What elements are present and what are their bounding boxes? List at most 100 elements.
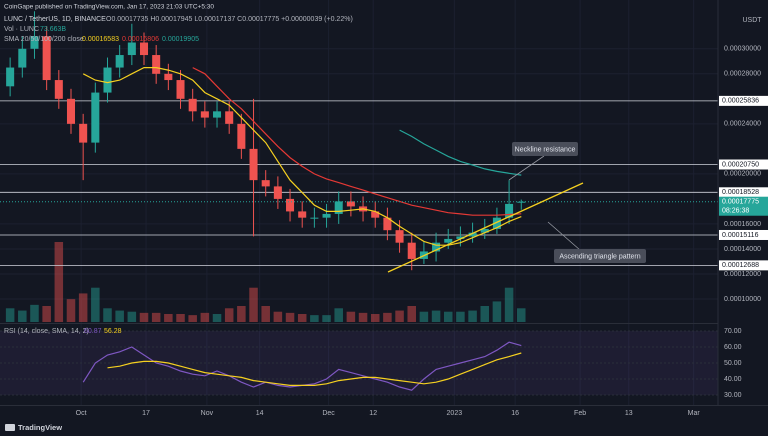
- candle-body: [432, 242, 441, 252]
- rsi-sma-value: 56.28: [104, 328, 122, 335]
- publisher: CoinGape published on TradingView.com, J…: [4, 4, 214, 11]
- x-tick-label: Feb: [574, 410, 586, 417]
- candle-body: [200, 111, 209, 118]
- candle-body: [334, 201, 343, 214]
- annotation: Ascending triangle pattern: [559, 253, 640, 260]
- price-tag-time: 08:26:38: [722, 208, 749, 215]
- y-tick-label: 0.00020000: [724, 171, 761, 178]
- volume-bar: [492, 301, 502, 322]
- volume-bar: [5, 308, 15, 322]
- rsi-value: 60.87: [84, 328, 102, 335]
- y-tick-label: 50.00: [724, 360, 742, 367]
- volume-bar: [261, 306, 270, 322]
- volume-bar: [176, 314, 185, 322]
- y-tick-label: 0.00028000: [724, 71, 761, 78]
- volume-bar: [443, 311, 453, 322]
- ma-legend-value: 0.00019905: [162, 36, 199, 43]
- annotation-arrow: [508, 155, 545, 181]
- level-label: 0.00015116: [722, 232, 759, 239]
- rsi-band: [0, 331, 718, 395]
- candle-body: [6, 67, 15, 87]
- volume-bar: [285, 312, 295, 322]
- annotation: Neckline resistance: [515, 146, 576, 153]
- moving-average: [192, 67, 522, 216]
- price-tag: [719, 196, 768, 216]
- level-tag: [719, 260, 768, 271]
- level-tag: [719, 187, 768, 198]
- plot-area: [0, 0, 718, 405]
- volume-bar: [91, 287, 100, 322]
- candle-body: [310, 217, 319, 219]
- volume-bar: [139, 312, 149, 322]
- volume-bar: [18, 310, 27, 322]
- price-tag-value: 0.00017775: [722, 199, 759, 206]
- x-tick-label: Mar: [688, 410, 701, 417]
- candle-body: [139, 42, 149, 56]
- candle-body: [249, 148, 258, 181]
- volume-bar: [188, 315, 197, 322]
- volume-bar: [78, 293, 88, 322]
- volume-bar: [30, 304, 39, 322]
- volume-bar: [395, 310, 404, 322]
- x-tick-label: 2023: [447, 410, 463, 417]
- volume-bar: [480, 306, 490, 322]
- rsi-title: RSI (14, close, SMA, 14, 2): [4, 328, 89, 335]
- volume-bar: [468, 310, 477, 322]
- rsi-line: [107, 352, 522, 386]
- volume-bar: [212, 314, 222, 322]
- annotation-box: [554, 249, 646, 263]
- y-tick-label: 0.00012000: [724, 271, 761, 278]
- candle-body: [322, 213, 331, 218]
- candle-body: [103, 67, 112, 93]
- volume-bar: [249, 287, 258, 322]
- volume-bar: [115, 310, 124, 322]
- volume-bar: [164, 314, 173, 322]
- level-tag: [719, 229, 768, 240]
- candle-body: [444, 238, 453, 243]
- volume-total: 73.663B: [40, 26, 66, 33]
- candle-body: [298, 211, 307, 218]
- ma-legend-value: 0.00016583: [82, 36, 119, 43]
- volume-bar: [151, 312, 161, 322]
- volume-bar: [431, 310, 441, 322]
- candle-body: [371, 211, 380, 218]
- candle-body: [407, 242, 416, 259]
- x-tick-label: Dec: [322, 410, 335, 417]
- volume-bar: [334, 308, 343, 322]
- trendline: [387, 182, 584, 273]
- candle-body: [456, 236, 465, 239]
- volume-bar: [517, 308, 526, 322]
- currency: USDT: [742, 17, 762, 24]
- volume-bar: [419, 311, 429, 322]
- ma-legend-value: 0.00016806: [122, 36, 159, 43]
- volume-bar: [370, 314, 380, 322]
- volume-bar: [310, 315, 319, 322]
- x-tick-label: 12: [369, 410, 377, 417]
- y-tick-label: 30.00: [724, 392, 742, 399]
- candle-body: [176, 80, 185, 99]
- candle-body: [115, 55, 124, 68]
- level-label: 0.00025836: [722, 98, 759, 105]
- y-tick-label: 0.00024000: [724, 121, 761, 128]
- y-tick-label: 70.00: [724, 328, 742, 335]
- candle-body: [152, 55, 161, 74]
- candle-body: [54, 80, 63, 99]
- x-tick-label: Oct: [76, 410, 87, 417]
- x-tick-label: Nov: [201, 410, 214, 417]
- candle-body: [492, 217, 501, 229]
- ohlc-label: O0.00017735 H0.00017945 L0.00017137 C0.0…: [106, 16, 353, 23]
- y-tick-label: 0.00030000: [724, 46, 761, 53]
- candle-body: [225, 111, 234, 124]
- candle-body: [188, 98, 197, 112]
- volume-bar: [297, 314, 307, 322]
- candle-body: [237, 123, 246, 149]
- x-tick-label: 14: [256, 410, 264, 417]
- annotation-arrow: [547, 221, 581, 251]
- candle-body: [395, 230, 404, 243]
- ma-legend-label: SMA 20/50/100/200 close: [4, 36, 84, 43]
- candle-body: [383, 217, 392, 231]
- x-tick-label: 13: [625, 410, 633, 417]
- logo: [5, 424, 15, 431]
- level-label: 0.00018528: [722, 189, 759, 196]
- volume-bar: [237, 306, 246, 322]
